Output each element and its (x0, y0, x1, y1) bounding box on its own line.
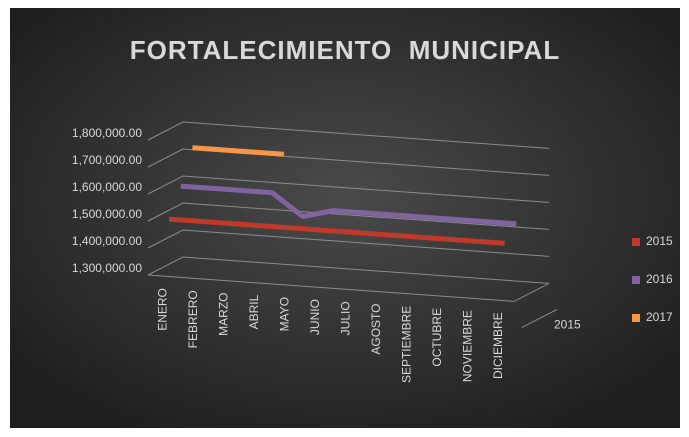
x-tick-label: ENERO (155, 288, 169, 331)
grid-line (147, 256, 550, 284)
grid-line (147, 121, 550, 149)
x-tick-label: OCTUBRE (430, 308, 444, 367)
y-tick-label: 1,300,000.00 (72, 261, 142, 275)
y-tick-label: 1,400,000.00 (72, 234, 142, 248)
chart-background (10, 8, 680, 428)
x-tick-label: MAYO (277, 297, 291, 331)
x-tick-label: FEBRERO (186, 290, 200, 348)
y-tick-label: 1,600,000.00 (72, 180, 142, 194)
legend-swatch (632, 276, 640, 284)
x-tick-label: SEPTIEMBRE (399, 306, 413, 383)
legend-swatch (632, 314, 640, 322)
y-tick-label: 1,800,000.00 (72, 126, 142, 140)
depth-label: 2015 (554, 318, 581, 332)
x-tick-label: DICIEMBRE (491, 312, 505, 379)
legend-label: 2017 (646, 310, 673, 324)
x-tick-label: ABRIL (247, 294, 261, 329)
grid-line (147, 148, 550, 176)
legend-label: 2016 (646, 272, 673, 286)
legend-swatch (632, 238, 640, 246)
x-tick-label: JULIO (338, 301, 352, 335)
x-tick-label: MARZO (216, 293, 230, 336)
x-tick-label: AGOSTO (369, 304, 383, 355)
y-tick-label: 1,700,000.00 (72, 153, 142, 167)
chart-title: FORTALECIMIENTO MUNICIPAL (130, 35, 560, 65)
legend-label: 2015 (646, 234, 673, 248)
series-line (180, 183, 517, 227)
x-tick-label: NOVIEMBRE (460, 310, 474, 382)
series-line (168, 216, 505, 246)
grid-line (147, 229, 550, 257)
floor-edge (147, 274, 550, 302)
y-tick-label: 1,500,000.00 (72, 207, 142, 221)
grid-line (147, 175, 550, 203)
x-tick-label: JUNIO (308, 299, 322, 335)
series-line (192, 145, 285, 157)
grid-line (147, 202, 550, 230)
depth-axis (521, 308, 558, 328)
